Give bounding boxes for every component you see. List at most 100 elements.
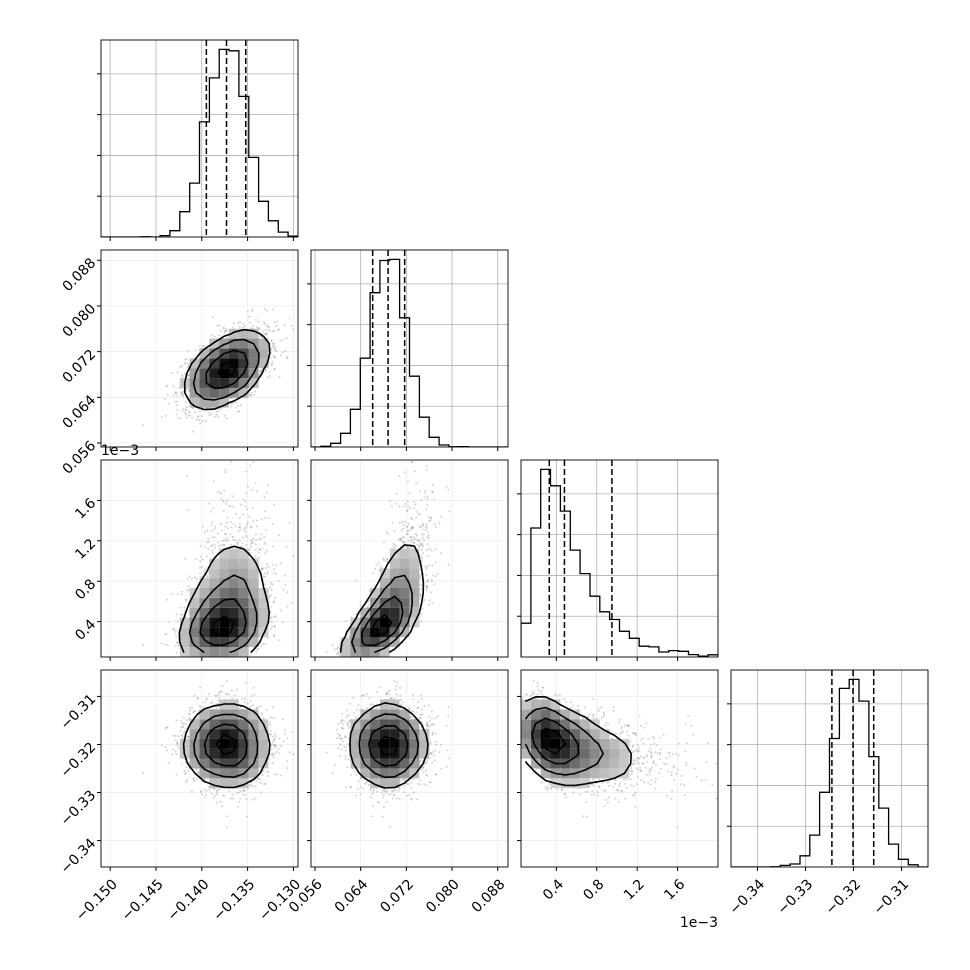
scatter-point bbox=[166, 644, 169, 647]
scatter-point bbox=[270, 621, 273, 623]
scatter-point bbox=[292, 328, 295, 331]
scatter-point bbox=[258, 335, 261, 338]
scatter-point bbox=[222, 327, 225, 330]
scatter-point bbox=[219, 329, 222, 332]
scatter-point bbox=[260, 518, 263, 521]
scatter-point bbox=[256, 648, 259, 650]
scatter-point bbox=[237, 530, 240, 533]
scatter-point bbox=[257, 321, 260, 323]
scatter-point bbox=[244, 325, 247, 328]
scatter-point bbox=[194, 558, 197, 560]
scatter-point bbox=[183, 411, 186, 414]
scatter-point bbox=[199, 572, 202, 575]
scatter-point bbox=[277, 329, 280, 332]
scatter-point bbox=[263, 536, 266, 538]
scatter-point bbox=[270, 363, 273, 366]
scatter-point bbox=[228, 505, 231, 507]
scatter-point bbox=[197, 408, 200, 411]
density-cell bbox=[248, 358, 259, 369]
scatter-point bbox=[226, 499, 229, 502]
scatter-point bbox=[223, 532, 226, 535]
scatter-point bbox=[222, 543, 225, 546]
scatter-point bbox=[214, 546, 217, 549]
scatter-point bbox=[234, 525, 237, 528]
scatter-point bbox=[229, 402, 232, 405]
scatter-point bbox=[187, 349, 190, 352]
scatter-point bbox=[254, 533, 257, 536]
scatter-point bbox=[272, 355, 275, 357]
scatter-point bbox=[273, 368, 276, 371]
scatter-point bbox=[221, 539, 224, 542]
density-cell bbox=[199, 358, 210, 369]
scatter-point bbox=[279, 354, 282, 357]
scatter-point bbox=[184, 372, 187, 375]
scatter-point bbox=[234, 406, 237, 409]
scatter-point bbox=[182, 390, 184, 393]
scatter-point bbox=[272, 572, 275, 575]
scatter-point bbox=[283, 574, 286, 577]
scatter-point bbox=[274, 356, 277, 359]
histogram-bars bbox=[101, 48, 298, 237]
scatter-point bbox=[183, 362, 186, 365]
scatter-point bbox=[197, 415, 200, 418]
scatter-point bbox=[255, 319, 258, 321]
scatter-point bbox=[214, 415, 217, 418]
scatter-point bbox=[207, 411, 210, 414]
scatter-point bbox=[224, 471, 227, 474]
scatter-point bbox=[242, 322, 245, 325]
density-cell bbox=[209, 368, 220, 378]
scatter-point bbox=[245, 470, 248, 473]
density-cell bbox=[219, 338, 229, 349]
scatter-point bbox=[271, 545, 274, 548]
scatter-point bbox=[285, 337, 288, 340]
scatter-point bbox=[176, 620, 179, 623]
scatter-point bbox=[164, 398, 167, 401]
scatter-point bbox=[179, 613, 182, 616]
histogram-bars bbox=[311, 258, 508, 447]
scatter-point bbox=[225, 329, 227, 332]
scatter-point bbox=[279, 339, 282, 342]
scatter-point bbox=[248, 315, 251, 318]
scatter-point bbox=[242, 498, 245, 501]
scatter-point bbox=[270, 616, 273, 619]
scatter-point bbox=[195, 418, 198, 421]
scatter-point bbox=[222, 499, 225, 502]
scatter-point bbox=[266, 573, 269, 576]
scatter-point bbox=[186, 387, 188, 390]
scatter-point bbox=[250, 526, 253, 529]
scatter-point bbox=[188, 414, 191, 417]
scatter-point bbox=[211, 552, 214, 554]
scatter-point bbox=[264, 528, 267, 531]
scatter-point bbox=[188, 575, 191, 578]
scatter-point bbox=[266, 309, 269, 312]
scatter-point bbox=[272, 342, 275, 345]
scatter-point bbox=[258, 556, 261, 559]
scatter-point bbox=[172, 394, 175, 397]
scatter-point bbox=[176, 408, 179, 411]
scatter-point bbox=[260, 567, 263, 570]
scatter-point bbox=[249, 393, 252, 396]
scatter-point bbox=[264, 368, 267, 371]
scatter-point bbox=[249, 395, 252, 398]
scatter-point bbox=[202, 420, 205, 423]
scatter-point bbox=[274, 345, 277, 348]
scatter-point bbox=[270, 340, 273, 343]
scatter-point bbox=[283, 324, 286, 327]
scatter-point bbox=[239, 528, 242, 531]
scatter-point bbox=[194, 348, 197, 351]
scatter-point bbox=[271, 308, 274, 311]
scatter-point bbox=[273, 615, 276, 618]
scatter-point bbox=[259, 538, 262, 541]
y-tick-label-1-4: 0.088 bbox=[60, 255, 100, 295]
scatter-point bbox=[188, 373, 190, 376]
scatter-point bbox=[232, 322, 235, 325]
scatter-point bbox=[258, 327, 261, 330]
scatter-point bbox=[277, 534, 280, 537]
density-cell bbox=[189, 397, 200, 408]
scatter-point bbox=[210, 545, 213, 548]
scatter-point bbox=[174, 632, 177, 635]
y-tick-label-1-2: 0.072 bbox=[60, 347, 100, 387]
scatter-point bbox=[254, 555, 257, 558]
scatter-point bbox=[172, 627, 175, 630]
panel-1-1 bbox=[307, 249, 509, 451]
